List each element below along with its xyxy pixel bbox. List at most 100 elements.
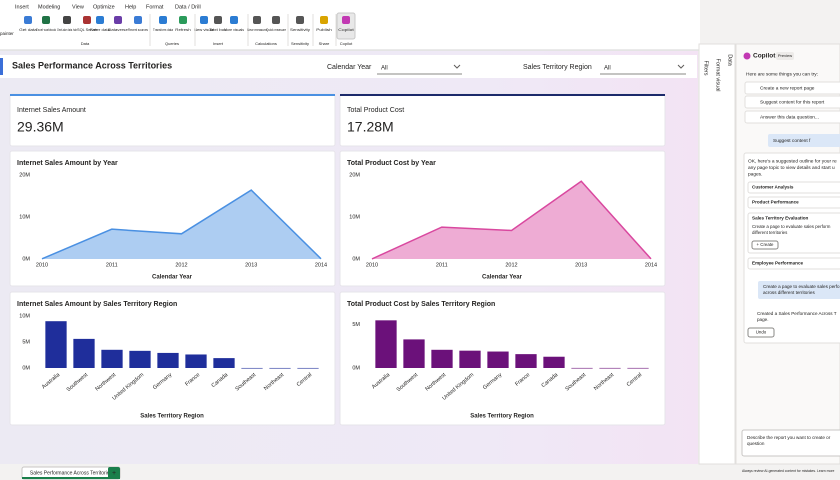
slicer-chevron[interactable] xyxy=(453,64,461,69)
outline-item[interactable] xyxy=(747,181,840,194)
side-pane-tab[interactable]: Data xyxy=(727,54,733,67)
side-pane-tab[interactable]: Filters xyxy=(703,61,709,76)
ribbon-button[interactable]: Publish xyxy=(316,27,331,32)
ribbon-icon[interactable] xyxy=(272,16,280,24)
ribbon-icon[interactable] xyxy=(42,16,50,24)
ribbon-button[interactable]: Quick measure xyxy=(266,27,287,32)
ribbon-button[interactable]: OneLake data hub xyxy=(57,27,77,32)
bar[interactable] xyxy=(487,351,509,368)
undo-text[interactable]: Undo xyxy=(756,330,767,335)
ribbon-button[interactable]: Recent sources xyxy=(128,27,148,32)
suggestion[interactable] xyxy=(744,110,840,124)
input-placeholder[interactable]: question xyxy=(747,441,765,446)
ribbon-icon[interactable] xyxy=(200,16,208,24)
ribbon-tab[interactable]: Modeling xyxy=(38,4,60,10)
ribbon-button[interactable]: SQL Server xyxy=(77,27,98,32)
outline-title[interactable]: Product Performance xyxy=(752,200,799,205)
ribbon-icon[interactable] xyxy=(320,16,328,24)
bar[interactable] xyxy=(543,356,565,368)
ribbon-icon[interactable] xyxy=(83,16,91,24)
ribbon-icon[interactable] xyxy=(214,16,222,24)
ribbon-icon[interactable] xyxy=(24,16,32,24)
card-top-border xyxy=(10,94,335,96)
suggestion-text[interactable]: Create a new report page xyxy=(760,85,815,91)
side-pane-tab[interactable]: Format visual xyxy=(715,58,721,91)
x-axis-title: Sales Territory Region xyxy=(470,414,534,420)
bar[interactable] xyxy=(269,367,291,369)
ribbon-tab[interactable]: Optimize xyxy=(93,4,115,10)
ribbon-button[interactable]: Refresh xyxy=(175,27,190,32)
suggestion[interactable] xyxy=(744,95,840,109)
outline-title[interactable]: Employee Performance xyxy=(752,261,804,266)
copilot-button-bg[interactable] xyxy=(336,12,356,40)
ribbon-icon[interactable] xyxy=(114,16,122,24)
ribbon-button[interactable]: Get data xyxy=(19,27,37,32)
bar[interactable] xyxy=(157,352,179,368)
bar[interactable] xyxy=(403,339,425,368)
ribbon-icon[interactable] xyxy=(230,16,238,24)
ribbon-button[interactable]: Enter data xyxy=(90,27,111,32)
bar[interactable] xyxy=(73,338,95,368)
slicer-value[interactable]: All xyxy=(604,66,611,72)
slicer-value[interactable]: All xyxy=(381,66,388,72)
bar[interactable] xyxy=(185,354,207,368)
bar[interactable] xyxy=(129,350,151,368)
ribbon-tab[interactable]: Help xyxy=(125,4,136,10)
create-button[interactable] xyxy=(751,240,779,250)
copilot-input[interactable] xyxy=(741,429,840,457)
suggestion-text[interactable]: Answer this data question... xyxy=(760,114,819,120)
ribbon-button[interactable]: Sensitivity xyxy=(290,27,310,32)
ribbon-tab[interactable]: View xyxy=(72,4,84,10)
create-button-text[interactable]: + Create xyxy=(757,242,775,247)
x-tick-label: 2011 xyxy=(436,262,448,268)
ribbon-tab[interactable]: Data / Drill xyxy=(175,4,201,10)
bar[interactable] xyxy=(213,358,235,368)
outline-item[interactable] xyxy=(747,257,840,270)
bar[interactable] xyxy=(459,350,481,368)
bar[interactable] xyxy=(599,367,621,369)
ribbon-icon[interactable] xyxy=(253,16,261,24)
bar[interactable] xyxy=(101,349,123,368)
created-message: page. xyxy=(757,317,769,322)
add-page[interactable] xyxy=(108,467,120,479)
bar[interactable] xyxy=(241,367,263,369)
ribbon-button[interactable]: More visuals xyxy=(224,27,244,32)
suggestion[interactable] xyxy=(744,81,840,95)
slicer-chevron[interactable] xyxy=(677,64,685,69)
ribbon-icon[interactable] xyxy=(159,16,167,24)
add-page-text[interactable]: + xyxy=(112,470,116,477)
undo-button[interactable] xyxy=(747,327,775,338)
bar[interactable] xyxy=(571,367,593,369)
ribbon-button[interactable]: Dataverse xyxy=(108,27,129,32)
ribbon-tab[interactable]: Format xyxy=(146,4,164,10)
ribbon-icon[interactable] xyxy=(134,16,142,24)
y-tick-label: 0M xyxy=(352,256,360,262)
ribbon-button[interactable]: New visual xyxy=(194,27,214,32)
outline-title[interactable]: Sales Territory Evaluation xyxy=(752,216,809,221)
bar[interactable] xyxy=(375,320,397,368)
bar[interactable] xyxy=(431,349,453,368)
suggestion-text[interactable]: Suggest content for this report xyxy=(760,99,825,105)
input-placeholder[interactable]: Describe the report you want to create o… xyxy=(747,435,831,440)
bar[interactable] xyxy=(627,367,649,369)
bar[interactable] xyxy=(515,354,537,368)
ribbon-icon[interactable] xyxy=(296,16,304,24)
ribbon-icon[interactable] xyxy=(63,16,71,24)
ribbon-button[interactable]: New measure xyxy=(247,27,268,32)
bar[interactable] xyxy=(45,321,67,368)
copilot-title: Copilot xyxy=(753,53,776,60)
ribbon-icon[interactable] xyxy=(179,16,187,24)
ribbon-icon[interactable] xyxy=(96,16,104,24)
ribbon-button[interactable]: Copilot xyxy=(338,27,354,32)
outline-title[interactable]: Customer Analysis xyxy=(752,185,794,190)
ribbon-tab[interactable]: Insert xyxy=(15,4,29,10)
response-text: OK, here's a suggested outline for your … xyxy=(748,158,837,164)
ribbon-button[interactable]: Transform data xyxy=(153,27,174,32)
x-axis-title: Calendar Year xyxy=(482,275,523,281)
bar[interactable] xyxy=(297,367,319,369)
page-tab-text[interactable]: Sales Performance Across Territories xyxy=(30,470,113,476)
outline-item[interactable] xyxy=(747,196,840,209)
ribbon-button[interactable]: Text box xyxy=(209,27,227,32)
ribbon-button[interactable]: Excel workbook xyxy=(36,27,56,32)
ribbon-icon[interactable] xyxy=(342,16,350,24)
